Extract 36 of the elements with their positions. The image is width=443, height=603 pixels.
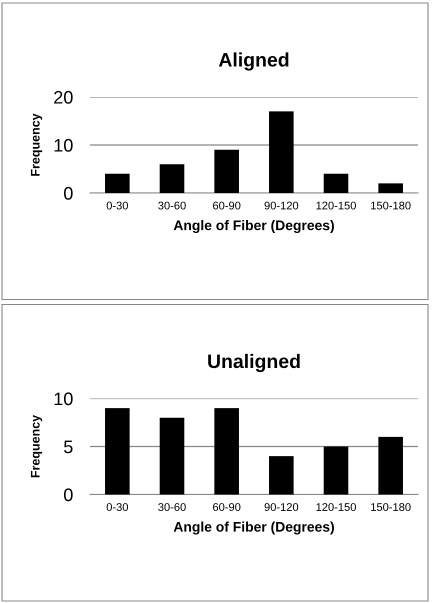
bar	[214, 150, 239, 193]
y-tick-label: 20	[54, 90, 73, 104]
y-tick-label: 5	[64, 440, 73, 454]
y-tick-label: 10	[54, 138, 73, 152]
bar	[214, 408, 239, 494]
y-tick-label: 0	[64, 488, 73, 502]
x-tick-label: 90-120	[264, 202, 298, 210]
x-axis-title: Angle of Fiber (Degrees)	[174, 220, 334, 234]
x-tick-label: 30-60	[158, 202, 186, 210]
y-axis-title: Frequency	[30, 414, 42, 478]
chart-title: Aligned	[218, 52, 288, 71]
bar	[160, 418, 184, 494]
x-axis-title: Angle of Fiber (Degrees)	[174, 522, 334, 535]
bar	[105, 174, 130, 193]
x-tick-label: 150-180	[371, 202, 411, 210]
bar	[324, 174, 348, 193]
x-tick-label: 90-120	[264, 503, 298, 511]
x-tick-label: 0-30	[106, 503, 128, 511]
x-tick-label: 150-180	[371, 503, 411, 511]
bar	[269, 456, 294, 494]
bar	[378, 436, 403, 494]
bar	[378, 183, 403, 193]
x-tick-label: 120-150	[316, 503, 356, 511]
x-tick-label: 120-150	[316, 202, 356, 210]
x-tick-label: 0-30	[106, 202, 128, 210]
y-tick-label: 0	[64, 186, 73, 200]
x-tick-label: 60-90	[213, 202, 240, 210]
y-axis-title: Frequency	[30, 113, 42, 176]
bar	[160, 164, 184, 193]
bar	[105, 408, 130, 494]
x-tick-label: 30-60	[158, 503, 186, 511]
bar	[324, 446, 348, 494]
y-tick-label: 10	[54, 392, 73, 406]
bar	[269, 111, 294, 193]
x-tick-label: 60-90	[213, 503, 240, 511]
chart-title: Unaligned	[208, 354, 300, 372]
